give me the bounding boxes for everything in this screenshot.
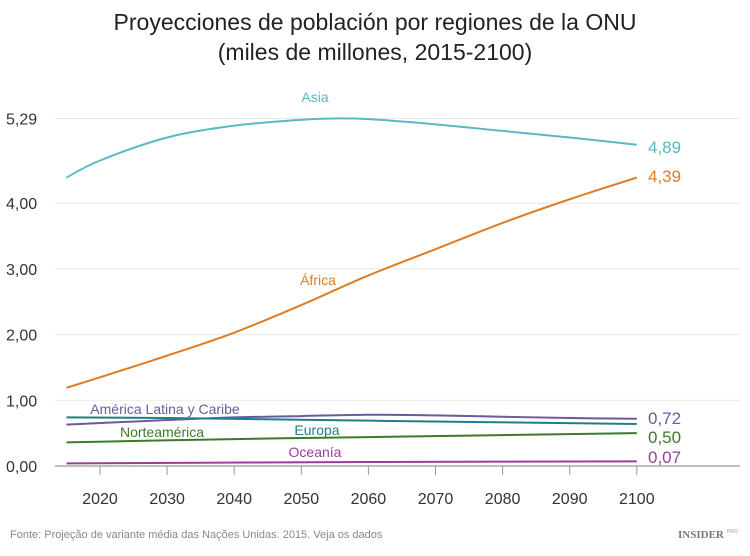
y-tick-label: 0,00 (6, 459, 37, 476)
x-tick-label: 2030 (149, 491, 185, 508)
y-tick-label: 5,29 (6, 111, 37, 128)
y-tick-label: 2,00 (6, 328, 37, 345)
svg-text:INSIDER: INSIDER (678, 529, 725, 541)
series-line (66, 460, 637, 465)
series-line (65, 117, 637, 179)
x-tick-label: 2020 (82, 491, 118, 508)
series-name-label: Asia (301, 89, 328, 105)
end-value-label: 4,39 (648, 167, 681, 186)
end-value-label: 0,50 (648, 428, 681, 447)
series-line (66, 413, 637, 426)
series-name-label: América Latina y Caribe (90, 401, 240, 417)
series-line (66, 176, 638, 389)
series-name-label: África (300, 272, 336, 288)
x-tick-label: 2060 (351, 491, 387, 508)
y-tick-label: 3,00 (6, 262, 37, 279)
y-tick-label: 4,00 (6, 196, 37, 213)
x-tick-label: 2050 (284, 491, 320, 508)
y-tick-label: 1,00 (6, 393, 37, 410)
insider-pro-logo: INSIDER PRO (678, 529, 738, 541)
end-value-label: 4,89 (648, 138, 681, 157)
x-tick-label: 2100 (619, 491, 655, 508)
source-note: Fonte: Projeção de variante média das Na… (10, 529, 383, 541)
series-name-label: Oceanía (289, 444, 342, 460)
svg-text:PRO: PRO (727, 529, 738, 535)
x-tick-label: 2070 (418, 491, 454, 508)
x-tick-label: 2090 (552, 491, 588, 508)
series-line (66, 416, 637, 425)
series-name-label: Europa (294, 422, 339, 438)
series-line (66, 432, 637, 444)
chart-subtitle: (miles de millones, 2015-2100) (218, 39, 533, 65)
x-tick-label: 2080 (485, 491, 521, 508)
end-value-label: 0,72 (648, 409, 681, 428)
chart-title: Proyecciones de población por regiones d… (114, 9, 637, 35)
end-value-label: 0,07 (648, 448, 681, 467)
x-tick-label: 2040 (216, 491, 252, 508)
series-name-label: Norteamérica (120, 424, 204, 440)
